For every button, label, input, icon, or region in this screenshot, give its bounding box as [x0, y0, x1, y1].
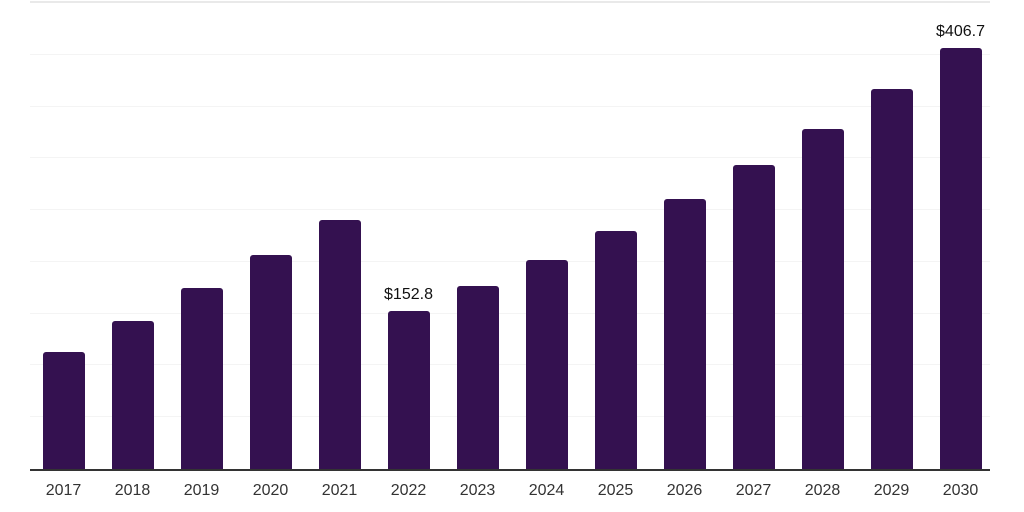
x-tick-2028: 2028: [804, 482, 841, 499]
bar-2021[interactable]: [318, 220, 361, 469]
x-tick-2022: 2022: [390, 482, 427, 499]
x-tick-2024: 2024: [528, 482, 565, 499]
bar-2018[interactable]: [111, 320, 154, 469]
bar-2017[interactable]: [42, 351, 85, 469]
bar-2022[interactable]: [387, 310, 430, 469]
gridline-150: [30, 312, 990, 314]
x-tick-2027: 2027: [735, 482, 772, 499]
bar-2028[interactable]: [801, 128, 844, 469]
bar-2023[interactable]: [456, 286, 499, 469]
x-tick-2019: 2019: [183, 482, 220, 499]
x-tick-2026: 2026: [666, 482, 703, 499]
bar-2019[interactable]: [180, 288, 223, 469]
bar-2025[interactable]: [594, 230, 637, 469]
value-label-2030: $406.7: [936, 22, 985, 40]
bar-2020[interactable]: [249, 254, 292, 469]
x-axis: 2017 2018 2019 2020 2021 2022 2023 2024 2025 2026…: [30, 482, 990, 504]
x-tick-2021: 2021: [321, 482, 358, 499]
bar-2024[interactable]: [525, 259, 568, 469]
plot-top-border: [30, 1, 990, 3]
x-tick-2017: 2017: [45, 482, 82, 499]
bar-2027[interactable]: [732, 164, 775, 469]
gridline-50: [30, 416, 990, 418]
bar-2026[interactable]: [663, 199, 706, 469]
x-tick-2030: 2030: [942, 482, 979, 499]
bar-2029[interactable]: [870, 88, 913, 469]
bar-2030[interactable]: [939, 47, 982, 469]
gridline-100: [30, 364, 990, 366]
gridline-400: [30, 53, 990, 55]
plot-area: $152.8 $406.7: [30, 3, 990, 471]
value-label-2022: $152.8: [384, 285, 433, 303]
x-tick-2029: 2029: [873, 482, 910, 499]
x-tick-2020: 2020: [252, 482, 289, 499]
gridline-200: [30, 260, 990, 262]
x-tick-2018: 2018: [114, 482, 151, 499]
gridline-350: [30, 105, 990, 107]
gridline-300: [30, 157, 990, 159]
x-tick-2025: 2025: [597, 482, 634, 499]
gridline-250: [30, 209, 990, 211]
x-tick-2023: 2023: [459, 482, 496, 499]
